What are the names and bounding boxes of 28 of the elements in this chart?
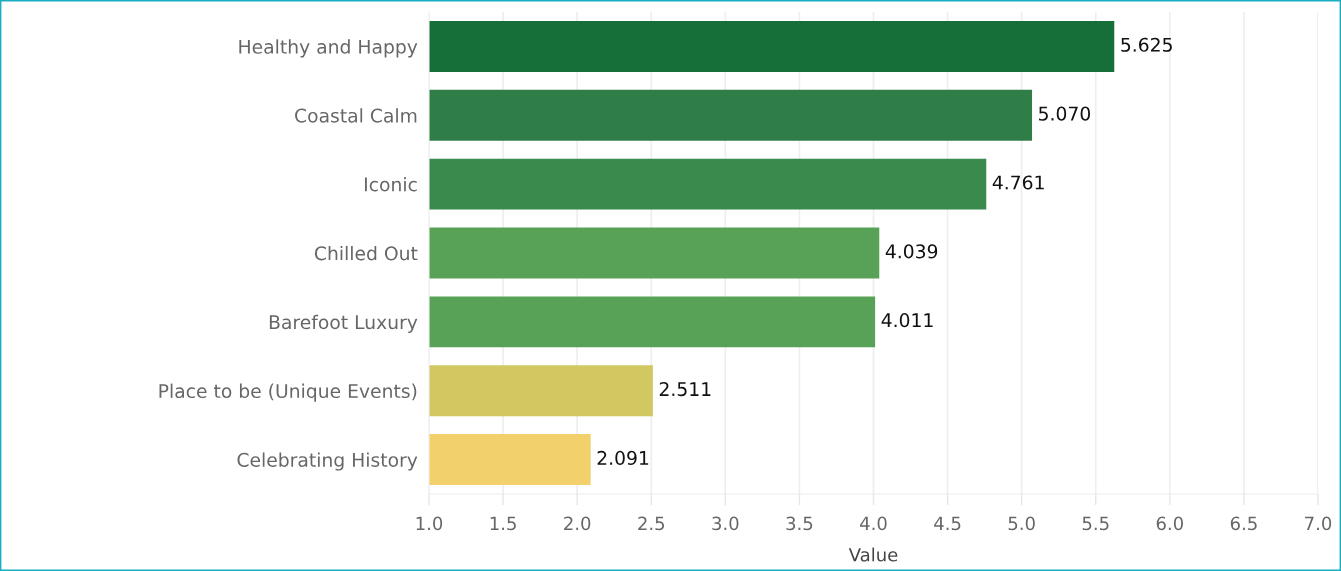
y-tick-label: Healthy and Happy (239, 39, 418, 58)
y-tick-label: Place to be (Unique Events) (159, 383, 417, 402)
x-tick-label: 1.0 (416, 516, 443, 531)
data-label: 5.625 (1121, 37, 1172, 52)
y-tick-label: Iconic (365, 177, 417, 192)
x-tick-label: 4.0 (860, 516, 887, 531)
y-tick-label: Celebrating History (237, 452, 418, 471)
data-label: 4.011 (881, 313, 933, 328)
x-tick-label: 2.5 (638, 516, 665, 531)
data-label: 4.039 (885, 244, 938, 259)
x-tick-label: 3.5 (786, 516, 813, 531)
x-tick-label: 6.0 (1156, 516, 1183, 531)
y-tick-label: Coastal Calm (295, 108, 417, 123)
x-axis-title: Value (848, 547, 898, 562)
x-tick-label: 2.0 (564, 516, 591, 531)
x-tick-label: 5.5 (1082, 516, 1109, 531)
data-label: 2.091 (597, 450, 649, 466)
x-tick-label: 1.5 (490, 516, 516, 531)
x-tick-label: 3.0 (712, 516, 739, 531)
y-tick-label: Chilled Out (314, 245, 418, 261)
x-tick-label: 5.0 (1008, 516, 1035, 531)
y-tick-label: Barefoot Luxury (269, 314, 418, 333)
x-tick-label: 6.5 (1230, 516, 1257, 531)
data-label: 4.761 (992, 175, 1044, 190)
data-label: 2.511 (659, 381, 711, 397)
data-label: 5.070 (1039, 106, 1091, 121)
x-tick-label: 7.0 (1305, 516, 1332, 531)
x-tick-label: 4.5 (934, 516, 961, 531)
